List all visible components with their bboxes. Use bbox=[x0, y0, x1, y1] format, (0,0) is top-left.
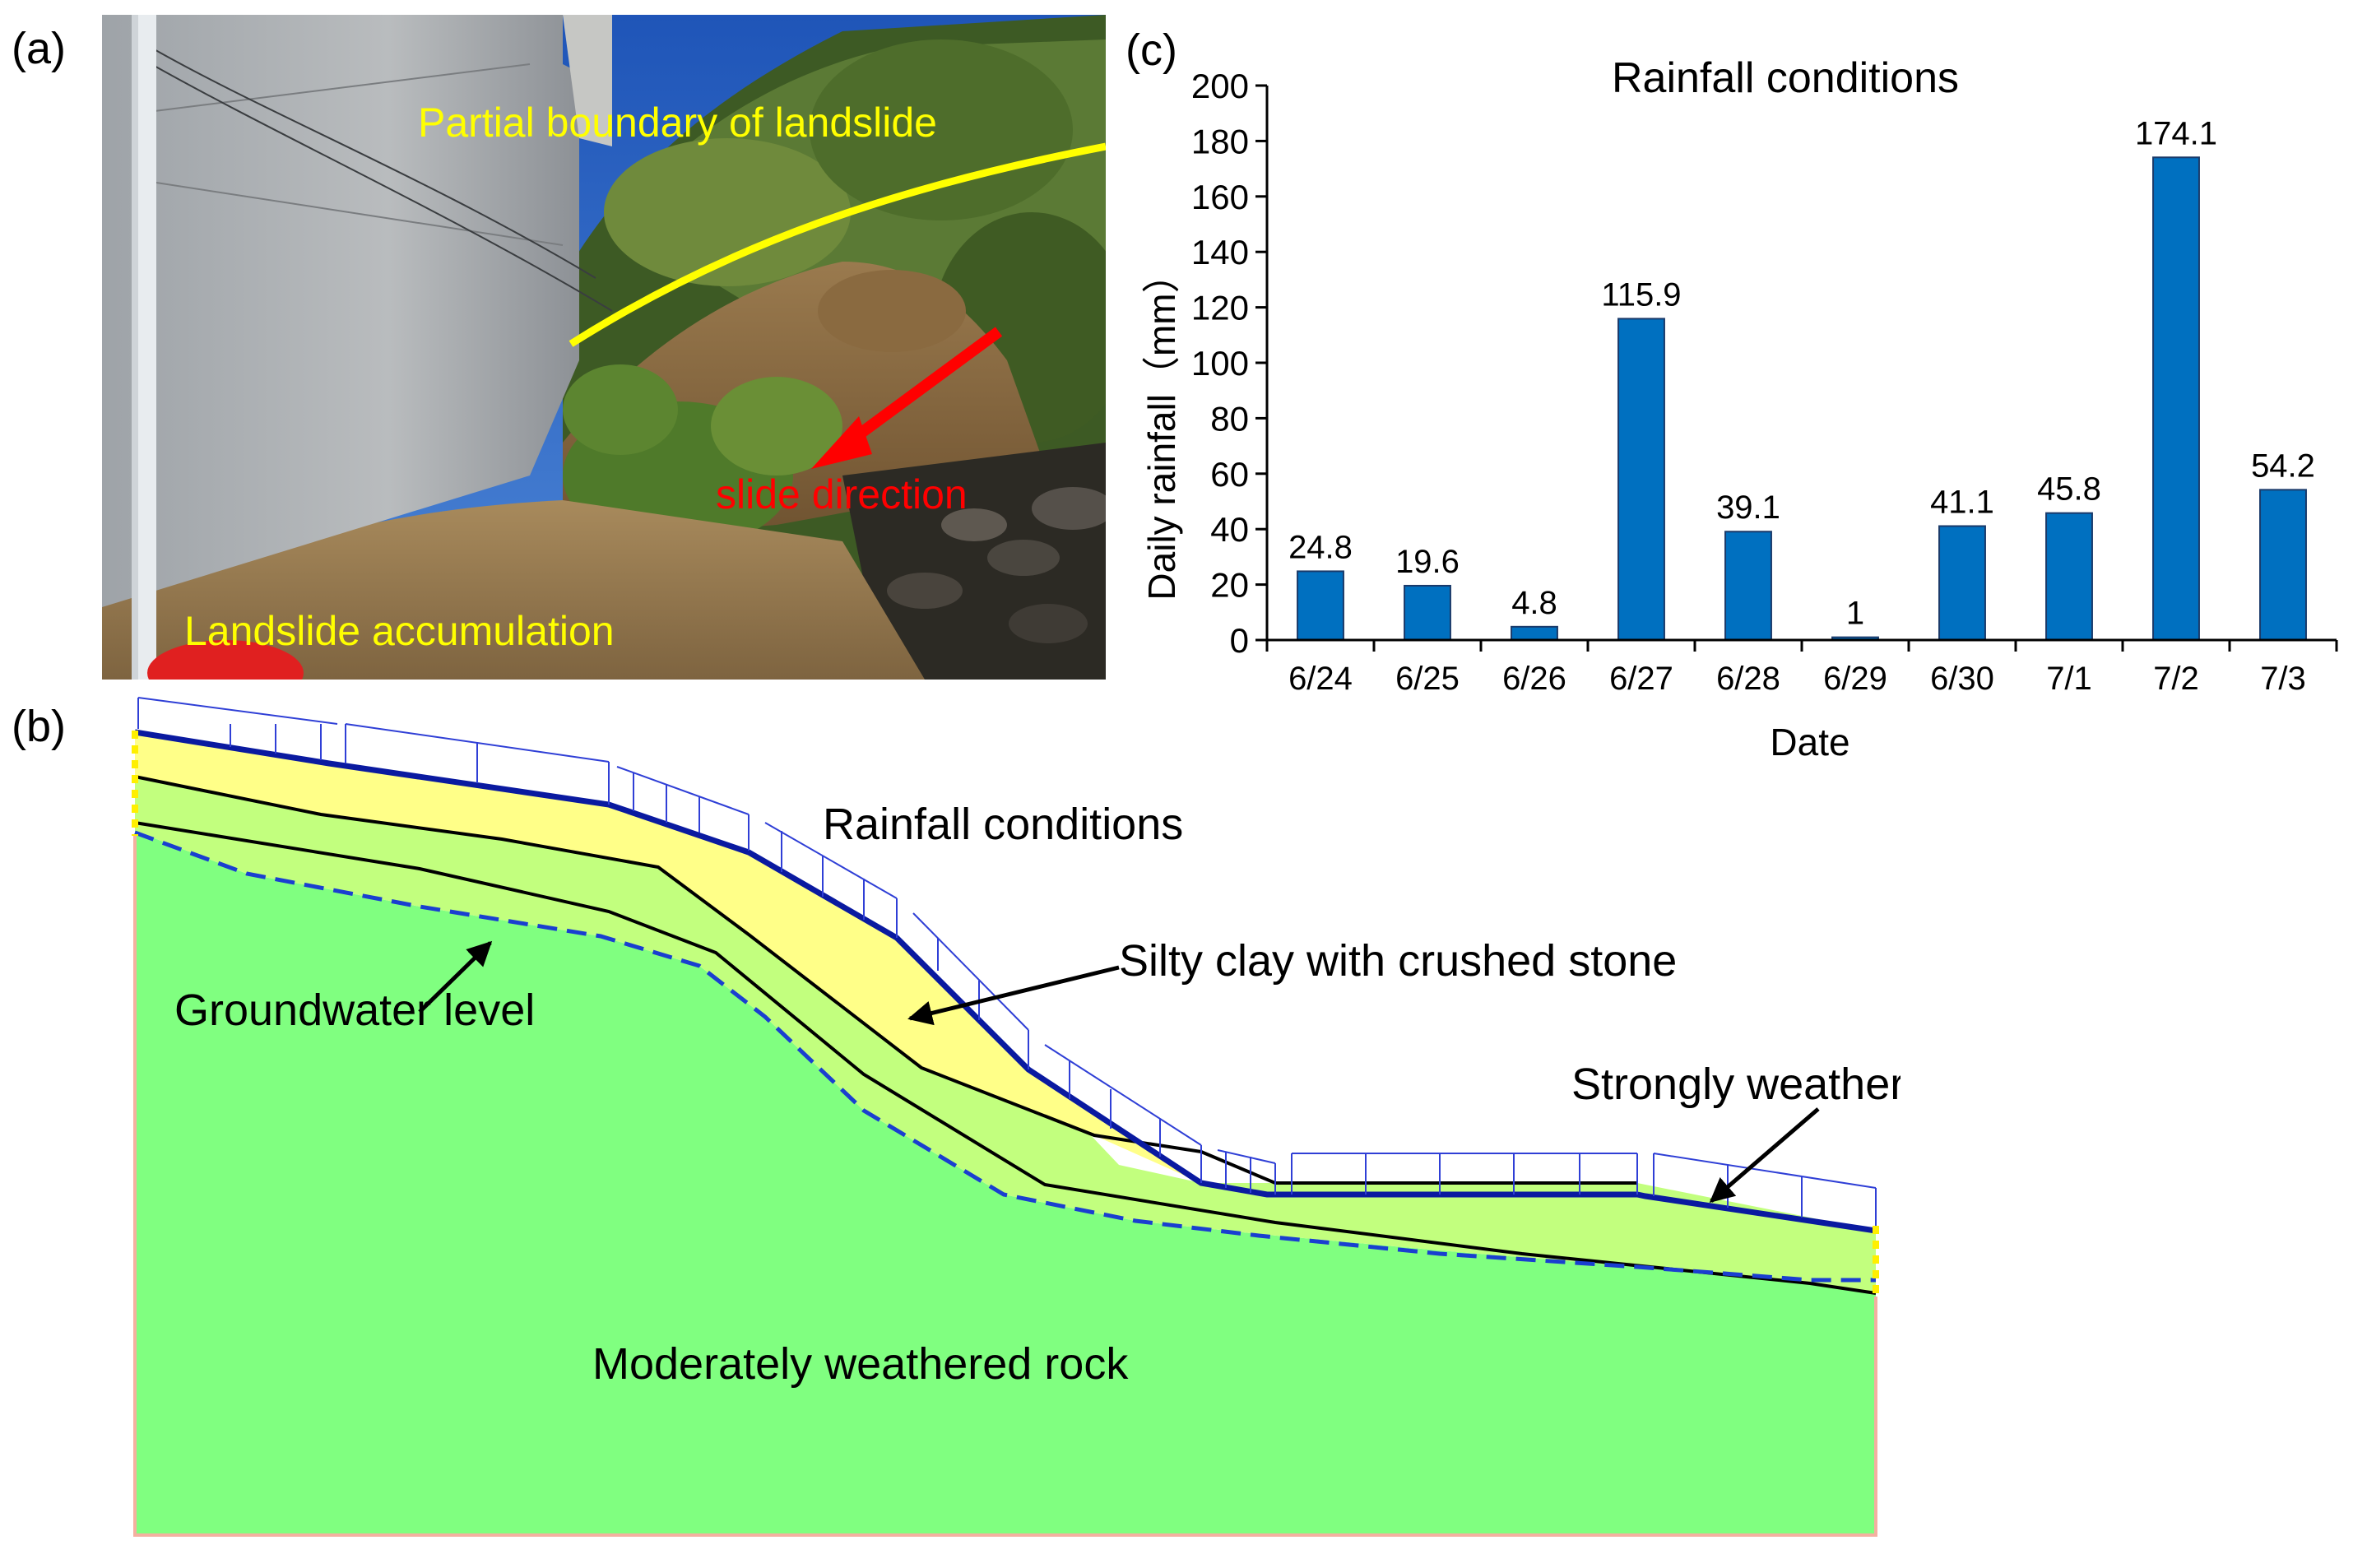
x-tick-label: 6/27 bbox=[1609, 661, 1673, 697]
y-tick-label: 200 bbox=[1191, 67, 1249, 105]
y-tick-label: 100 bbox=[1191, 344, 1249, 383]
x-axis-label: Date bbox=[1770, 721, 1849, 763]
y-tick-label: 140 bbox=[1191, 233, 1249, 271]
x-axis: 6/24 6/25 6/26 6/27 6/28 6/29 6/30 7/1 7/2 7/3 bbox=[1265, 638, 2338, 697]
strongly-weathered-rock-label: Strongly weathered rock bbox=[1571, 1060, 1900, 1109]
chart-title: Rainfall conditions bbox=[1612, 54, 1959, 102]
moderately-weathered-rock-layer bbox=[135, 831, 1876, 1535]
data-label-group: 24.8 19.6 4.8 115.9 39.1 1 41.1 45.8 174.1 54.2 bbox=[1288, 115, 2315, 631]
photo-direction-label: slide direction bbox=[716, 471, 968, 517]
bar-6-26 bbox=[1511, 625, 1558, 641]
y-tick-label: 160 bbox=[1191, 178, 1249, 216]
rainfall-conditions-label: Rainfall conditions bbox=[823, 800, 1183, 849]
y-axis-label: Daily rainfall（mm） bbox=[1140, 255, 1183, 600]
x-tick-label: 6/30 bbox=[1930, 661, 1994, 697]
data-label: 19.6 bbox=[1395, 544, 1460, 580]
x-tick-label: 6/28 bbox=[1716, 661, 1780, 697]
panel-a-tag: (a) bbox=[12, 24, 66, 73]
bar-7-3 bbox=[2259, 489, 2307, 642]
data-label: 45.8 bbox=[2037, 471, 2101, 508]
photo-boundary-label: Partial boundary of landslide bbox=[418, 100, 937, 146]
strongly-weathered-rock-layer bbox=[135, 740, 1876, 1293]
clay-rock-boundary bbox=[134, 775, 1637, 1185]
y-tick-label: 180 bbox=[1191, 122, 1249, 160]
bar-7-1 bbox=[2045, 512, 2093, 641]
y-tick-label: 60 bbox=[1210, 455, 1249, 494]
slope-profile-diagram: Rainfall conditions Silty clay with crus… bbox=[123, 691, 2051, 1547]
data-label: 39.1 bbox=[1716, 489, 1780, 526]
data-label: 1 bbox=[1846, 596, 1864, 632]
landslide-photo: Partial boundary of landslide slide dire… bbox=[102, 15, 1106, 680]
data-label: 24.8 bbox=[1288, 529, 1353, 565]
groundwater-level-label: Groundwater level bbox=[174, 986, 535, 1035]
data-label: 4.8 bbox=[1511, 585, 1557, 621]
y-tick-label: 120 bbox=[1191, 289, 1249, 327]
panel-b-tag: (b) bbox=[12, 702, 66, 751]
x-tick-label: 6/29 bbox=[1823, 661, 1887, 697]
y-axis: 0 20 40 60 80 100 120 140 160 180 200 bbox=[1191, 67, 1269, 660]
data-label: 54.2 bbox=[2251, 448, 2315, 484]
bar-6-25 bbox=[1404, 584, 1451, 641]
bar-6-28 bbox=[1724, 531, 1772, 641]
silty-clay-layer bbox=[135, 732, 1201, 1183]
rainfall-chart: 24.8 19.6 4.8 115.9 39.1 1 41.1 45.8 174.1 54.2 0… bbox=[1119, 49, 2353, 773]
y-tick-label: 20 bbox=[1210, 566, 1249, 605]
x-tick-label: 7/2 bbox=[2153, 661, 2199, 697]
strong-rock-leader-arrow bbox=[1709, 1107, 1820, 1203]
rainfall-load-arrows bbox=[137, 697, 1877, 1231]
y-tick-label: 40 bbox=[1210, 510, 1249, 549]
x-tick-label: 7/3 bbox=[2260, 661, 2306, 697]
bar-7-2 bbox=[2152, 156, 2200, 641]
x-tick-label: 6/26 bbox=[1502, 661, 1566, 697]
panel-c-tag: (c) bbox=[1125, 26, 1177, 75]
data-label: 115.9 bbox=[1601, 276, 1681, 313]
silty-clay-leader-arrow bbox=[907, 965, 1120, 1026]
bar-6-30 bbox=[1938, 525, 1986, 641]
y-tick-label: 80 bbox=[1210, 399, 1249, 438]
x-tick-label: 7/1 bbox=[2046, 661, 2092, 697]
photo-accumulation-label: Landslide accumulation bbox=[184, 608, 615, 654]
y-tick-label: 0 bbox=[1230, 621, 1249, 660]
moderately-weathered-rock-label: Moderately weathered rock bbox=[592, 1339, 1129, 1389]
bar-6-27 bbox=[1617, 318, 1665, 641]
groundwater-leader-arrow bbox=[418, 940, 493, 1014]
data-label: 41.1 bbox=[1930, 484, 1994, 520]
bar-6-24 bbox=[1297, 570, 1344, 642]
silty-clay-label: Silty clay with crushed stone bbox=[1119, 936, 1677, 986]
x-tick-label: 6/25 bbox=[1395, 661, 1460, 697]
data-label: 174.1 bbox=[2135, 115, 2217, 151]
x-tick-label: 6/24 bbox=[1288, 661, 1353, 697]
